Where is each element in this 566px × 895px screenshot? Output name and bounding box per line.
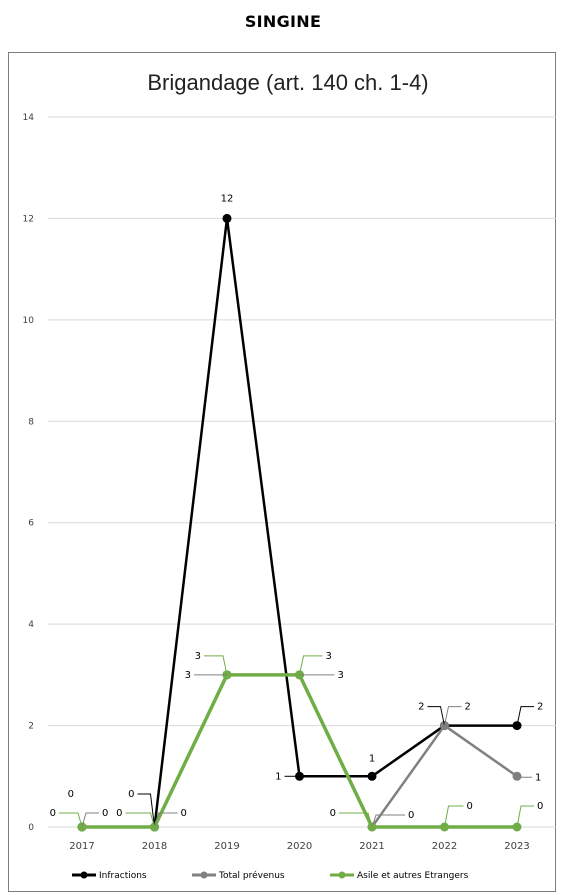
leader-line	[516, 775, 532, 778]
data-label: 3	[338, 670, 344, 681]
x-tick-label: 2019	[214, 841, 239, 852]
series-line-1	[82, 673, 518, 829]
data-label: 3	[185, 670, 191, 681]
y-tick-label: 4	[28, 620, 34, 630]
data-label: 0	[181, 808, 187, 819]
legend-marker	[80, 871, 88, 879]
leader-line	[371, 814, 405, 828]
data-label: 0	[537, 801, 543, 812]
series-line-2	[82, 673, 517, 829]
x-tick-label: 2021	[359, 841, 384, 852]
data-label: 0	[102, 808, 108, 819]
legend-label: Total prévenus	[218, 870, 285, 881]
leader-line	[444, 706, 462, 726]
x-tick-label: 2017	[69, 841, 94, 852]
data-label: 1	[369, 753, 375, 764]
data-label: 3	[195, 651, 201, 662]
data-label: 1	[535, 772, 541, 783]
leader-line	[339, 812, 373, 828]
y-tick-label: 14	[23, 113, 35, 123]
x-tick-label: 2020	[287, 841, 312, 852]
data-label: 0	[128, 789, 134, 800]
y-tick-label: 8	[28, 417, 34, 427]
data-label: 2	[418, 702, 424, 713]
page-heading: SINGINE	[244, 12, 322, 31]
data-label: 2	[465, 702, 471, 713]
legend-marker	[338, 871, 346, 879]
legend-marker	[200, 871, 208, 879]
data-point	[367, 771, 377, 781]
data-label: 0	[68, 789, 74, 800]
data-label: 0	[330, 808, 336, 819]
y-tick-label: 12	[23, 214, 34, 224]
y-tick-label: 6	[28, 519, 34, 529]
leader-line	[516, 706, 534, 726]
leader-line	[125, 812, 155, 828]
chart-title: Brigandage (art. 140 ch. 1-4)	[147, 70, 428, 95]
legend-label: Infractions	[99, 871, 147, 881]
data-label: 12	[221, 193, 234, 204]
leader-line	[427, 706, 445, 726]
leader-line	[154, 812, 178, 828]
y-tick-label: 2	[28, 722, 34, 732]
y-tick-label: 0	[28, 823, 34, 833]
leader-line	[299, 655, 323, 675]
x-tick-label: 2023	[504, 841, 529, 852]
leader-line	[59, 812, 83, 828]
data-label: 3	[326, 651, 332, 662]
data-label: 0	[408, 810, 414, 821]
legend-label: Asile et autres Etrangers	[357, 871, 469, 881]
x-tick-label: 2018	[142, 841, 167, 852]
data-label: 0	[467, 801, 473, 812]
leader-line	[444, 805, 464, 828]
leader-line	[137, 793, 155, 828]
data-point	[222, 213, 232, 223]
leader-line	[204, 655, 228, 675]
data-label: 1	[275, 771, 281, 782]
data-label: 0	[116, 808, 122, 819]
y-tick-label: 10	[23, 316, 35, 326]
data-label: 2	[537, 702, 543, 713]
data-label: 0	[50, 808, 56, 819]
x-tick-label: 2022	[432, 841, 457, 852]
chart-frame	[8, 52, 556, 892]
leader-line	[81, 812, 99, 828]
leader-line	[516, 805, 534, 828]
